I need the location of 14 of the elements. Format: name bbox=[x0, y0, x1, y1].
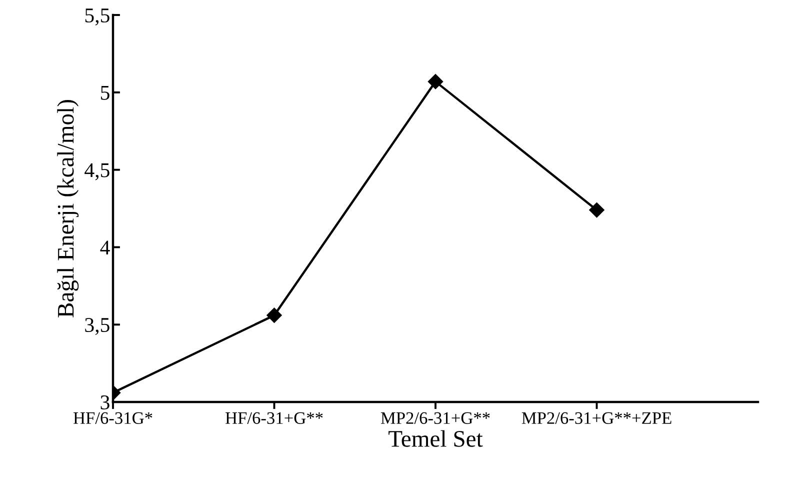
y-tick-label: 5 bbox=[101, 86, 110, 100]
y-tick-label: 5,5 bbox=[85, 8, 110, 26]
y-tick-label: 4 bbox=[100, 240, 110, 254]
point bbox=[428, 74, 444, 90]
y-tick-label: 4,5 bbox=[84, 163, 110, 180]
x-tick-label: MP2/6-31+G** bbox=[380, 412, 490, 424]
x-tick-label: MP2/6-31+G**+ZPE bbox=[522, 412, 672, 424]
x-axis-title: Temel Set bbox=[388, 430, 483, 447]
point bbox=[589, 202, 604, 218]
y-axis-title: Bağıl Enerji (kcal/mol) bbox=[57, 100, 79, 318]
x-tick-label: HF/6-31+G** bbox=[225, 412, 323, 424]
x-tick-label: HF/6-31G* bbox=[73, 412, 152, 424]
y-tick-label: 3 bbox=[100, 395, 110, 410]
y-tick-label: 3,5 bbox=[85, 318, 110, 336]
